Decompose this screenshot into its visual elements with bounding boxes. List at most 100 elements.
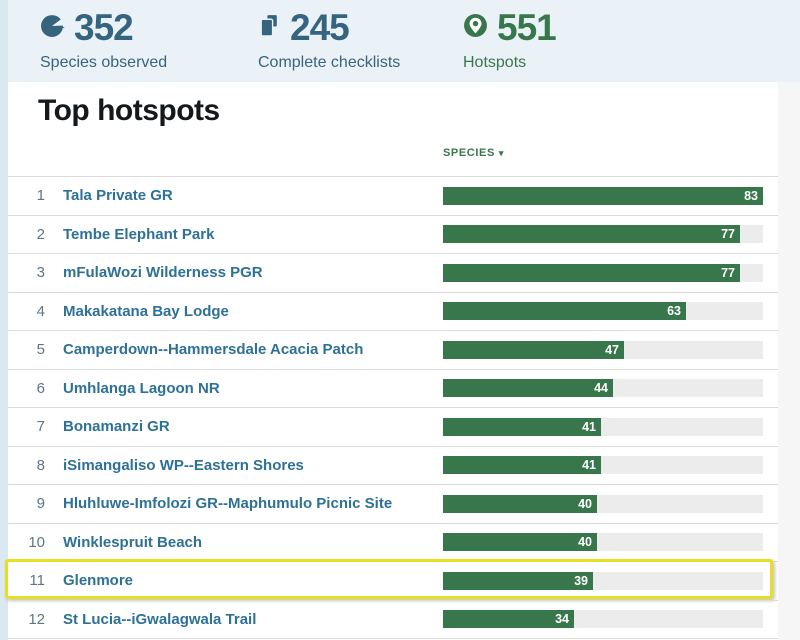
- species-bar: 34: [443, 610, 763, 629]
- top-hotspots-card: Top hotspots SPECIES ▾ 1 Tala Private GR…: [5, 82, 778, 640]
- hotspot-link[interactable]: Glenmore: [63, 572, 134, 590]
- row-rank: 10: [28, 533, 45, 551]
- species-bar: 41: [443, 456, 763, 475]
- bar-fill: 41: [443, 417, 601, 436]
- table-row: 10 Winklespruit Beach 40: [8, 522, 778, 562]
- species-count: 63: [667, 304, 681, 319]
- hotspot-link[interactable]: mFulaWozi Wilderness PGR: [63, 264, 263, 282]
- bar-track: 47: [443, 340, 763, 359]
- hotspot-link[interactable]: St Lucia--iGwalagwala Trail: [63, 610, 257, 628]
- section-title: Top hotspots: [38, 94, 220, 127]
- species-bar: 39: [443, 571, 763, 590]
- species-bar: 47: [443, 340, 763, 359]
- bar-track: 63: [443, 302, 763, 321]
- hotspot-link[interactable]: Camperdown--Hammersdale Acacia Patch: [63, 341, 364, 359]
- species-count: 34: [555, 612, 569, 627]
- bar-fill: 40: [443, 494, 597, 513]
- species-count: 41: [582, 419, 596, 434]
- table-row: 6 Umhlanga Lagoon NR 44: [8, 368, 778, 408]
- bar-track: 83: [443, 186, 763, 205]
- species-sort-header[interactable]: SPECIES ▾: [443, 147, 504, 159]
- row-rank: 7: [36, 418, 45, 436]
- bar-fill: 47: [443, 340, 624, 359]
- bar-fill: 41: [443, 456, 601, 475]
- species-count: 39: [574, 573, 588, 588]
- row-rank: 9: [36, 495, 45, 513]
- hotspot-link[interactable]: Bonamanzi GR: [63, 418, 170, 436]
- hotspot-link[interactable]: Winklespruit Beach: [63, 533, 203, 551]
- bar-track: 40: [443, 533, 763, 552]
- hotspot-link[interactable]: Tembe Elephant Park: [63, 225, 215, 243]
- table-row: 4 Makakatana Bay Lodge 63: [8, 291, 778, 331]
- stat-complete-checklists[interactable]: 245 Complete checklists: [258, 8, 400, 72]
- bar-track: 41: [443, 417, 763, 436]
- species-count: 83: [744, 188, 758, 203]
- table-row: 7 Bonamanzi GR 41: [8, 407, 778, 446]
- bar-fill: 77: [443, 225, 740, 244]
- table-row: 2 Tembe Elephant Park 77: [8, 214, 778, 254]
- hotspot-link[interactable]: Hluhluwe-Imfolozi GR--Maphumulo Picnic S…: [63, 495, 393, 513]
- complete-checklists-label: Complete checklists: [258, 54, 401, 71]
- bar-track: 77: [443, 263, 763, 282]
- table-row: 5 Camperdown--Hammersdale Acacia Patch 4…: [8, 330, 778, 369]
- bar-fill: 44: [443, 379, 613, 398]
- hotspots-label: Hotspots: [463, 54, 527, 71]
- species-bar: 40: [443, 533, 763, 552]
- bar-fill: 40: [443, 533, 597, 552]
- table-row: 9 Hluhluwe-Imfolozi GR--Maphumulo Picnic…: [8, 484, 778, 523]
- bar-track: 44: [443, 379, 763, 398]
- row-rank: 4: [36, 302, 45, 320]
- hotspot-link[interactable]: Tala Private GR: [63, 187, 173, 205]
- species-bar: 63: [443, 302, 763, 321]
- bar-track: 40: [443, 494, 763, 513]
- row-rank: 6: [36, 379, 45, 397]
- species-count: 40: [578, 496, 592, 511]
- region-stats-bar: 352 Species observed 245 Complete checkl…: [8, 0, 800, 82]
- hotspot-link[interactable]: iSimangaliso WP--Eastern Shores: [63, 456, 304, 474]
- species-bar: 40: [443, 494, 763, 513]
- table-row: 11 Glenmore 39: [5, 559, 778, 600]
- species-header-label: SPECIES: [443, 147, 495, 159]
- row-rank: 2: [36, 225, 45, 243]
- row-rank: 3: [36, 264, 45, 282]
- page-left-margin: [0, 0, 8, 640]
- page-right-margin: [778, 82, 800, 640]
- table-row: 1 Tala Private GR 83: [8, 176, 778, 215]
- species-bar: 44: [443, 379, 763, 398]
- table-row: 12 St Lucia--iGwalagwala Trail 34: [8, 599, 778, 639]
- species-bar: 41: [443, 417, 763, 436]
- stat-species-observed[interactable]: 352 Species observed: [40, 8, 167, 72]
- species-count: 40: [578, 535, 592, 550]
- species-observed-label: Species observed: [40, 54, 168, 71]
- species-observed-count: 352: [74, 7, 134, 48]
- hotspot-rows: 1 Tala Private GR 83 2 Tembe Elephant Pa…: [5, 176, 778, 639]
- bar-track: 34: [443, 610, 763, 629]
- bar-track: 41: [443, 456, 763, 475]
- species-count: 77: [721, 227, 735, 242]
- species-count: 77: [721, 265, 735, 280]
- species-bar: 77: [443, 225, 763, 244]
- stat-hotspots[interactable]: 551 Hotspots: [463, 7, 557, 72]
- row-rank: 11: [29, 572, 45, 590]
- bird-icon: [40, 13, 65, 43]
- bar-track: 39: [443, 571, 763, 590]
- table-row: 3 mFulaWozi Wilderness PGR 77: [8, 253, 778, 292]
- species-count: 41: [582, 458, 596, 473]
- hotspot-pin-icon: [463, 13, 488, 43]
- row-rank: 8: [36, 456, 45, 474]
- bar-fill: 34: [443, 610, 574, 629]
- checklist-icon: [258, 13, 281, 43]
- hotspot-link[interactable]: Umhlanga Lagoon NR: [63, 379, 220, 397]
- bar-fill: 63: [443, 302, 686, 321]
- chevron-down-icon: ▾: [498, 147, 505, 158]
- bar-track: 77: [443, 225, 763, 244]
- hotspot-link[interactable]: Makakatana Bay Lodge: [63, 302, 229, 320]
- species-count: 47: [605, 342, 619, 357]
- bar-fill: 39: [443, 571, 593, 590]
- species-bar: 77: [443, 263, 763, 282]
- hotspots-count: 551: [497, 7, 557, 48]
- complete-checklists-count: 245: [290, 7, 350, 48]
- row-rank: 12: [28, 610, 45, 628]
- row-rank: 5: [36, 341, 45, 359]
